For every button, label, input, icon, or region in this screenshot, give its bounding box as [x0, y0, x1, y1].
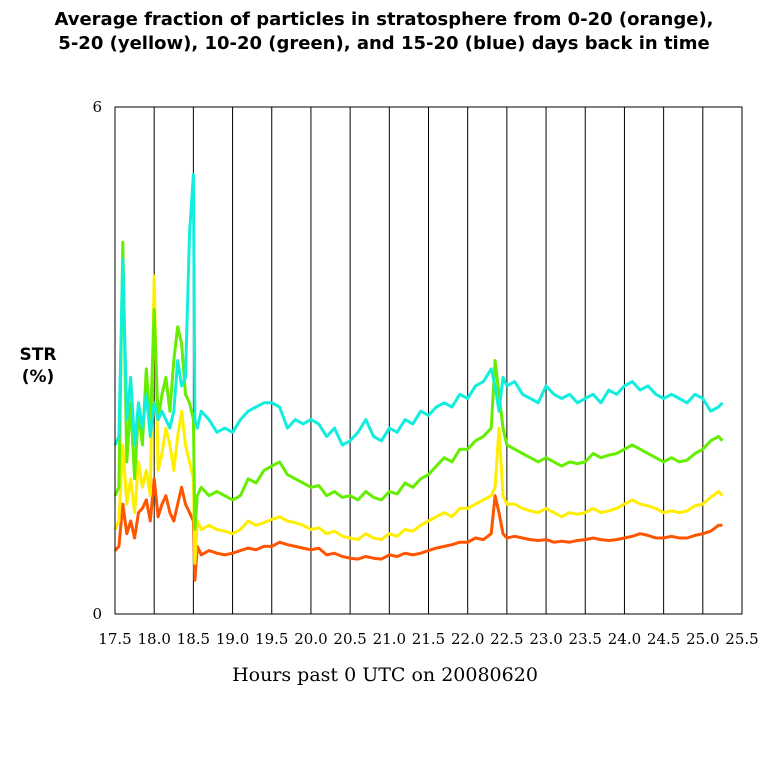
chart-title-line-1: Average fraction of particles in stratos… [54, 9, 714, 30]
series-line-2 [113, 274, 724, 565]
x-tick-label: 24.0 [608, 630, 641, 648]
x-tick-label: 17.5 [98, 630, 131, 648]
x-tick-label: 18.0 [137, 630, 170, 648]
x-tick-label: 18.5 [177, 630, 210, 648]
x-tick-label: 19.0 [216, 630, 249, 648]
series-lines [113, 173, 724, 582]
y-tick-label: 0 [92, 605, 102, 623]
x-tick-label: 21.0 [373, 630, 406, 648]
x-tick-label: 24.5 [647, 630, 680, 648]
x-tick-label: 20.0 [294, 630, 327, 648]
x-tick-label: 22.0 [451, 630, 484, 648]
x-tick-label: 19.5 [255, 630, 288, 648]
chart-title-line-2: 5-20 (yellow), 10-20 (green), and 15-20 … [58, 33, 710, 54]
y-axis-label-line-2: (%) [21, 367, 55, 387]
vertical-gridlines [153, 107, 704, 614]
series-line-4 [113, 173, 724, 447]
x-tick-label: 23.0 [529, 630, 562, 648]
x-tick-label: 22.5 [490, 630, 523, 648]
x-tick-label: 25.0 [686, 630, 719, 648]
plot-frame [114, 106, 743, 615]
x-tick-label: 25.5 [725, 630, 758, 648]
x-tick-label: 20.5 [333, 630, 366, 648]
x-axis-label: Hours past 0 UTC on 20080620 [232, 664, 538, 686]
y-tick-label: 6 [92, 98, 102, 116]
y-tick-labels: 06 [92, 98, 102, 623]
x-tick-label: 23.5 [569, 630, 602, 648]
series-line-1 [113, 477, 723, 582]
y-axis-label: STR (%) [10, 344, 66, 388]
chart-title: Average fraction of particles in stratos… [0, 8, 768, 56]
y-axis-label-line-1: STR [19, 345, 57, 365]
x-tick-label: 21.5 [412, 630, 445, 648]
series-line-3 [113, 240, 724, 531]
x-tick-labels: 17.5 18.0 18.5 19.0 19.5 20.0 20.5 21.0 21.5 22.0… [98, 630, 758, 648]
